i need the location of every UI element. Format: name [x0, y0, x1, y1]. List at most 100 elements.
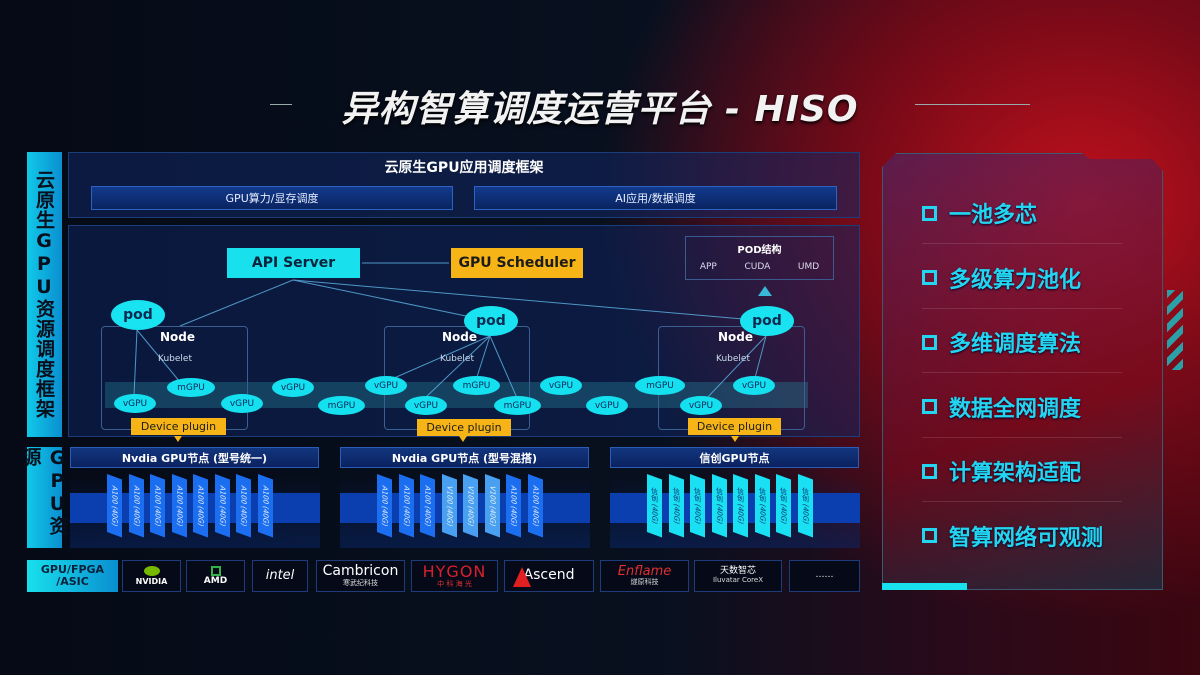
pod-ellipse: pod: [111, 300, 165, 330]
vendor-name: 天数智芯: [719, 566, 756, 577]
checkbox-icon: [922, 463, 937, 479]
gpu-card: A100 (40G): [128, 474, 144, 538]
gpu-card: A100 (40G): [171, 474, 187, 538]
vendor-subtitle: 中 科 海 光: [437, 579, 472, 588]
feature-item: 智算网络可观测: [922, 520, 1103, 552]
gpu-card: A100 (40G): [107, 474, 122, 538]
gpu-card: V100 (40G): [441, 474, 457, 538]
gpu-scheduler-box: GPU Scheduler: [451, 248, 583, 278]
feature-label: 多级算力池化: [949, 267, 1082, 293]
feature-divider: [922, 307, 1122, 309]
gpu-card: V100 (40G): [484, 474, 500, 538]
gpu-card: 信创 (40G): [647, 474, 662, 538]
node-label: Node: [442, 330, 478, 344]
vendor-name: NVIDIA: [135, 576, 168, 586]
pod-structure-box: POD结构 APP CUDA UMD: [685, 236, 834, 280]
title-line-right: [915, 104, 1030, 105]
feature-divider: [922, 372, 1122, 373]
gpu-card: A100 (40G): [214, 474, 230, 538]
feature-label: 数据全网调度: [949, 396, 1082, 422]
gpu-card: 信创 (40G): [690, 474, 705, 538]
vendor-subtitle: Iluvatar CoreX: [712, 576, 763, 585]
kubelet-label: Kubelet: [158, 354, 192, 364]
stripe-decoration: [1167, 290, 1183, 370]
checkbox-icon: [922, 270, 937, 285]
pod-structure-item: UMD: [797, 262, 820, 272]
feature-divider: [922, 436, 1122, 438]
down-arrow-icon: [174, 436, 182, 442]
gpu-card: A100 (40G): [527, 474, 543, 538]
vendor-name: AMD: [203, 575, 228, 586]
framework-title: 云原生GPU应用调度框架: [384, 160, 544, 176]
gpu-card: 信创 (40G): [776, 474, 791, 538]
gpu-node-title: 信创GPU节点: [610, 447, 859, 468]
gpu-card: A100 (40G): [420, 474, 435, 538]
mgpu-ellipse: mGPU: [494, 396, 541, 415]
chips-label: GPU/FPGA /ASIC: [27, 560, 118, 592]
vgpu-ellipse: vGPU: [405, 396, 447, 415]
vendor-name: Enflame: [617, 564, 672, 579]
vendor-logo: Ascend: [504, 560, 594, 592]
checkbox-icon: [922, 205, 937, 221]
framework-label: 云原生GPU资源调度框架: [27, 152, 62, 437]
pod-ellipse: pod: [464, 306, 518, 336]
feature-label: 智算网络可观测: [949, 525, 1104, 551]
vendor-name: HYGON: [422, 562, 487, 582]
vendor-name: ……: [815, 570, 834, 581]
feature-divider: [922, 243, 1122, 244]
device-plugin-box: Device plugin: [131, 418, 226, 435]
feature-divider: [922, 501, 1122, 502]
title-line-left: [270, 104, 292, 105]
feature-item: 计算架构适配: [922, 455, 1081, 487]
node-label: Node: [160, 330, 196, 344]
feature-item: 一池多芯: [922, 197, 1037, 229]
down-arrow-icon: [731, 436, 739, 442]
gpu-card: 信创 (40G): [668, 474, 684, 538]
pod-structure-item: CUDA: [744, 262, 771, 272]
checkbox-icon: [922, 334, 937, 350]
framework-bar: GPU算力/显存调度: [91, 186, 453, 210]
pod-structure-title: POD结构: [737, 245, 782, 256]
mgpu-ellipse: mGPU: [318, 396, 365, 415]
vendor-logo: NVIDIA: [122, 560, 181, 592]
feature-label: 一池多芯: [949, 203, 1038, 228]
gpu-card: A100 (40G): [150, 474, 165, 538]
vendor-subtitle: 燧原科技: [630, 578, 659, 587]
pod-structure-item: APP: [699, 262, 717, 272]
nvidia-eye-icon: [143, 565, 160, 576]
checkbox-icon: [922, 399, 937, 414]
vendor-logo: ……: [789, 560, 860, 592]
feature-item: 数据全网调度: [922, 391, 1081, 423]
vgpu-ellipse: vGPU: [272, 378, 314, 397]
vgpu-ellipse: vGPU: [540, 376, 582, 395]
down-arrow-icon: [459, 436, 467, 442]
pod-ellipse: pod: [740, 306, 794, 336]
gpu-card: V100 (40G): [463, 474, 478, 538]
gpu-card: A100 (40G): [398, 474, 414, 538]
vgpu-ellipse: vGPU: [114, 394, 156, 413]
kubelet-label: Kubelet: [440, 354, 474, 364]
vendor-name: Cambricon: [322, 563, 399, 580]
vendor-logo: Enflame 燧原科技: [600, 560, 689, 592]
vendor-logo: HYGON 中 科 海 光: [411, 560, 498, 592]
gpu-card: A100 (40G): [506, 474, 521, 538]
vgpu-ellipse: vGPU: [680, 396, 722, 415]
device-plugin-box: Device plugin: [688, 418, 781, 435]
vgpu-ellipse: vGPU: [586, 396, 628, 415]
mgpu-ellipse: mGPU: [167, 378, 215, 397]
gpu-node-title: Nvdia GPU节点 (型号统一): [70, 447, 319, 468]
feature-item: 多级算力池化: [922, 262, 1081, 294]
mgpu-ellipse: mGPU: [635, 376, 685, 395]
gpu-card: 信创 (40G): [711, 474, 727, 538]
kubelet-label: Kubelet: [716, 354, 750, 364]
vgpu-ellipse: vGPU: [221, 394, 263, 413]
vendor-logo: AMD: [186, 560, 245, 592]
vendor-logo: intel: [252, 560, 308, 592]
checkbox-icon: [922, 528, 937, 543]
accent-bar: [882, 583, 967, 590]
gpu-card: 信创 (40G): [733, 474, 748, 538]
node-label: Node: [718, 330, 754, 344]
vgpu-ellipse: vGPU: [733, 376, 775, 395]
vgpu-ellipse: vGPU: [365, 376, 407, 395]
